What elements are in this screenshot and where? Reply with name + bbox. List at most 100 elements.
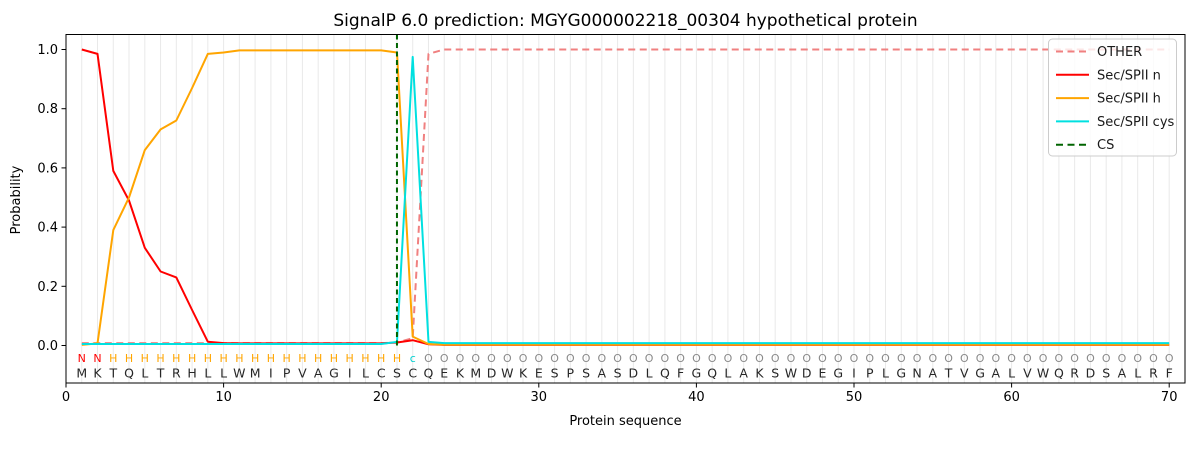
- other-line: [81, 48, 1170, 345]
- x-axis-tick-label: 20: [373, 390, 390, 405]
- sequence-letter: L: [1008, 366, 1015, 381]
- sequence-letter: K: [519, 366, 528, 381]
- sec-spii-cys-line: [81, 55, 1170, 345]
- sequence-letter: S: [614, 366, 622, 381]
- sequence-letter: T: [156, 366, 165, 381]
- sequence-letter: Q: [124, 366, 134, 381]
- sequence-letter: L: [362, 366, 369, 381]
- sequence-letter: E: [819, 366, 827, 381]
- plot-border: [65, 34, 1186, 384]
- sequence-letter: F: [1166, 366, 1173, 381]
- annotation-letter: O: [1007, 352, 1016, 365]
- sequence-letter: Q: [707, 366, 717, 381]
- sequence-letter: H: [187, 366, 196, 381]
- annotation-letter: O: [960, 352, 969, 365]
- sequence-letter: F: [677, 366, 684, 381]
- annotation-letter: O: [1086, 352, 1095, 365]
- sequence-letter: P: [866, 366, 874, 381]
- y-axis: 0.0 0.2 0.4 0.6 0.8 1.0: [37, 43, 66, 354]
- annotation-letter: O: [944, 352, 953, 365]
- sequence-letter: A: [1118, 366, 1127, 381]
- annotation-letter: H: [188, 352, 196, 365]
- sequence-letter: W: [233, 366, 245, 381]
- annotation-letter: O: [897, 352, 906, 365]
- sequence-letter: T: [944, 366, 953, 381]
- annotation-letter: H: [393, 352, 401, 365]
- annotation-letter: H: [219, 352, 227, 365]
- sequence-letter: L: [204, 366, 211, 381]
- annotation-letter: H: [156, 352, 164, 365]
- annotation-letter: O: [550, 352, 559, 365]
- sequence-letter: K: [93, 366, 102, 381]
- annotation-letter: O: [1149, 352, 1158, 365]
- annotation-letter: O: [787, 352, 796, 365]
- chart-title: SignalP 6.0 prediction: MGYG000002218_00…: [333, 11, 918, 31]
- sequence-letter: L: [882, 366, 889, 381]
- y-axis-tick-label: 0.4: [37, 221, 58, 236]
- sequence-letter: M: [250, 366, 261, 381]
- sequence-letter: R: [1070, 366, 1079, 381]
- x-axis-label: Protein sequence: [569, 414, 682, 429]
- sequence-letter: I: [269, 366, 273, 381]
- x-axis-tick-label: 0: [62, 390, 70, 405]
- annotation-letter: H: [235, 352, 243, 365]
- annotation-letter: H: [314, 352, 322, 365]
- annotation-letter: O: [440, 352, 449, 365]
- annotation-letter: H: [361, 352, 369, 365]
- annotation-letter: O: [676, 352, 685, 365]
- annotation-letter: c: [410, 352, 416, 365]
- sequence-letter: G: [833, 366, 843, 381]
- sequence-letter: D: [487, 366, 497, 381]
- sequence-letter: Q: [1054, 366, 1064, 381]
- annotation-letter: O: [1023, 352, 1032, 365]
- x-axis: 0 10 20 30 40 50 60 70: [62, 383, 1178, 405]
- sequence-letter: V: [298, 366, 307, 381]
- legend-label: Sec/SPII h: [1097, 92, 1161, 107]
- x-axis-tick-label: 50: [846, 390, 863, 405]
- y-axis-tick-label: 0.2: [37, 280, 58, 295]
- x-axis-tick-label: 70: [1161, 390, 1178, 405]
- annotation-letter: O: [1133, 352, 1142, 365]
- annotation-letter: O: [661, 352, 670, 365]
- annotation-letter: O: [739, 352, 748, 365]
- legend-label: OTHER: [1097, 45, 1142, 60]
- x-axis-tick-label: 40: [688, 390, 705, 405]
- sequence-letter: S: [1102, 366, 1110, 381]
- sequence-letter: W: [1037, 366, 1049, 381]
- annotation-letter: N: [78, 352, 86, 365]
- sequence-letter: S: [582, 366, 590, 381]
- annotation-letter: O: [755, 352, 764, 365]
- annotation-letter: O: [850, 352, 859, 365]
- annotation-letter: O: [976, 352, 985, 365]
- x-axis-tick-label: 30: [531, 390, 548, 405]
- y-axis-tick-label: 0.0: [37, 339, 58, 354]
- sec-spii-n-line: [81, 48, 1170, 346]
- sequence-letter: A: [314, 366, 323, 381]
- sequence-letter: L: [724, 366, 731, 381]
- y-axis-tick-label: 0.6: [37, 161, 58, 176]
- annotation-letter: H: [125, 352, 133, 365]
- annotation-letter: H: [141, 352, 149, 365]
- annotation-letter: O: [582, 352, 591, 365]
- annotation-letter: O: [1118, 352, 1127, 365]
- sequence-letter: T: [108, 366, 117, 381]
- sequence-letter: E: [440, 366, 448, 381]
- annotation-letter: H: [204, 352, 212, 365]
- sequence-letter: N: [912, 366, 921, 381]
- annotation-letter: O: [692, 352, 701, 365]
- sequence-letter: D: [802, 366, 812, 381]
- sequence-letter: G: [692, 366, 702, 381]
- annotation-letter: O: [1039, 352, 1048, 365]
- annotation-letter: O: [1070, 352, 1079, 365]
- sequence-letter: W: [501, 366, 513, 381]
- annotation-letter: O: [613, 352, 622, 365]
- gridlines: [81, 34, 1170, 383]
- sequence-letter: S: [393, 366, 401, 381]
- legend-box: [1048, 38, 1177, 157]
- annotation-letter: O: [503, 352, 512, 365]
- annotation-letter: H: [251, 352, 259, 365]
- annotation-letter: O: [645, 352, 654, 365]
